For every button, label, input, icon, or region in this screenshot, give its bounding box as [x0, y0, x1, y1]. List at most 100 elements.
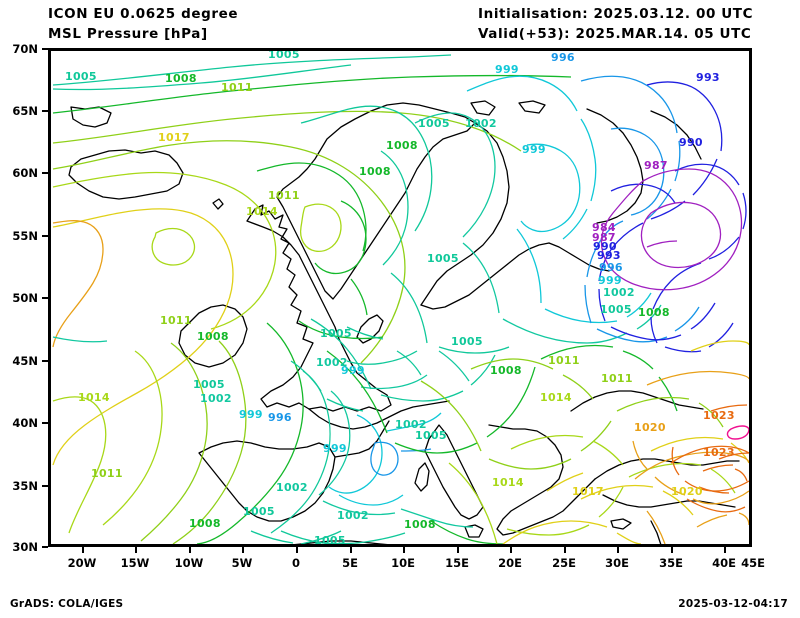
- contour-1017-se: [502, 436, 749, 544]
- svg-text:987: 987: [592, 231, 616, 244]
- contour-1005-south: [250, 530, 342, 544]
- svg-text:1005: 1005: [418, 117, 450, 130]
- x-tick-10E: [403, 547, 405, 553]
- contour-1008-group: [52, 74, 572, 114]
- y-tick-35N: [42, 485, 48, 487]
- svg-text:1017: 1017: [572, 485, 604, 498]
- contour-1005-group: [52, 54, 452, 91]
- x-tick-20E: [510, 547, 512, 553]
- contour-labels: 1005 1005 1008 1011 1017 1014 999 996 99…: [65, 51, 735, 544]
- x-axis-label-15E: 15E: [445, 556, 469, 570]
- svg-text:990: 990: [679, 136, 703, 149]
- contour-1026-core: [726, 425, 749, 440]
- y-axis-label-60N: 60N: [12, 166, 38, 180]
- svg-text:1008: 1008: [490, 364, 522, 377]
- svg-text:1008: 1008: [197, 330, 229, 343]
- contour-1014-group: [52, 171, 277, 330]
- y-tick-70N: [42, 48, 48, 50]
- contour-1014-atlantic: [52, 350, 163, 534]
- contour-1011-atlantic: [140, 340, 247, 544]
- svg-text:1002: 1002: [200, 392, 232, 405]
- y-tick-30N: [42, 546, 48, 548]
- x-tick-5E: [350, 547, 352, 553]
- svg-text:1020: 1020: [671, 485, 703, 498]
- svg-text:1005: 1005: [268, 51, 300, 61]
- y-axis-label-70N: 70N: [12, 42, 38, 56]
- svg-text:1008: 1008: [165, 72, 197, 85]
- contour-1014-se: [448, 434, 736, 544]
- y-tick-60N: [42, 172, 48, 174]
- svg-text:1023: 1023: [703, 446, 735, 459]
- svg-text:1023: 1023: [703, 409, 735, 422]
- x-tick-15W: [135, 547, 137, 553]
- svg-text:999: 999: [598, 274, 622, 287]
- svg-text:1008: 1008: [638, 306, 670, 319]
- contour-plot-svg: 1005 1005 1008 1011 1017 1014 999 996 99…: [52, 51, 749, 544]
- grads-credit-label: GrADS: COLA/IGES: [10, 598, 124, 610]
- x-tick-0: [296, 547, 298, 553]
- contour-999-ne: [466, 75, 652, 324]
- x-axis-label-0: 0: [291, 556, 300, 570]
- x-axis-label-20W: 20W: [67, 556, 97, 570]
- x-axis-label-10W: 10W: [174, 556, 204, 570]
- svg-text:1008: 1008: [359, 165, 391, 178]
- x-axis-label-25E: 25E: [552, 556, 576, 570]
- svg-text:1017: 1017: [158, 131, 190, 144]
- x-axis-label-20E: 20E: [498, 556, 522, 570]
- svg-text:1002: 1002: [395, 418, 427, 431]
- y-axis-label-35N: 35N: [12, 479, 38, 493]
- svg-text:1005: 1005: [314, 534, 346, 544]
- y-tick-40N: [42, 422, 48, 424]
- svg-text:993: 993: [696, 71, 720, 84]
- render-timestamp: 2025-03-12-04:17: [678, 598, 788, 610]
- contour-1023-turkey: [670, 445, 749, 513]
- contour-1008-north: [256, 162, 368, 316]
- x-tick-5W: [242, 547, 244, 553]
- svg-text:1005: 1005: [193, 378, 225, 391]
- svg-text:1014: 1014: [78, 391, 110, 404]
- x-tick-15E: [457, 547, 459, 553]
- svg-text:999: 999: [323, 442, 347, 455]
- y-axis-label-55N: 55N: [12, 229, 38, 243]
- x-axis-label-10E: 10E: [391, 556, 415, 570]
- initialisation-label: Initialisation: 2025.03.12. 00 UTC: [478, 6, 754, 22]
- svg-text:987: 987: [644, 159, 668, 172]
- contour-990-ne: [610, 163, 747, 353]
- svg-text:996: 996: [551, 51, 575, 64]
- svg-text:1002: 1002: [337, 509, 369, 522]
- svg-text:999: 999: [495, 63, 519, 76]
- contour-993-ne: [598, 81, 723, 341]
- contour-1020-nw-group: [52, 220, 104, 348]
- svg-text:1011: 1011: [221, 81, 253, 94]
- contour-987-core: [600, 168, 743, 291]
- svg-text:1014: 1014: [540, 391, 572, 404]
- contour-1005-north: [300, 105, 510, 354]
- svg-text:1011: 1011: [91, 467, 123, 480]
- svg-text:1002: 1002: [276, 481, 308, 494]
- chart-header: ICON EU 0.0625 degree MSL Pressure [hPa]…: [0, 0, 800, 46]
- y-axis-label-30N: 30N: [12, 540, 38, 554]
- svg-text:999: 999: [239, 408, 263, 421]
- svg-text:1002: 1002: [603, 286, 635, 299]
- x-axis-label-5E: 5E: [342, 556, 358, 570]
- contour-1020-turkey: [632, 440, 749, 544]
- contour-1011-norway-patch: [299, 203, 342, 253]
- x-tick-25E: [564, 547, 566, 553]
- x-tick-35E: [671, 547, 673, 553]
- y-axis-label-40N: 40N: [12, 416, 38, 430]
- contour-1008-balkans: [326, 344, 678, 454]
- contour-996-ne: [580, 75, 700, 343]
- x-axis-label-5W: 5W: [231, 556, 253, 570]
- y-tick-45N: [42, 360, 48, 362]
- svg-text:990: 990: [593, 240, 617, 253]
- contour-1002-central: [52, 336, 470, 382]
- svg-text:993: 993: [597, 249, 621, 262]
- svg-text:1005: 1005: [415, 429, 447, 442]
- svg-text:1011: 1011: [601, 372, 633, 385]
- contour-1023-ne: [710, 404, 748, 412]
- pressure-contour-map: 1005 1005 1008 1011 1017 1014 999 996 99…: [48, 48, 752, 547]
- svg-text:1011: 1011: [268, 189, 300, 202]
- svg-text:1011: 1011: [548, 354, 580, 367]
- y-tick-55N: [42, 235, 48, 237]
- contour-1017-group: [52, 208, 234, 466]
